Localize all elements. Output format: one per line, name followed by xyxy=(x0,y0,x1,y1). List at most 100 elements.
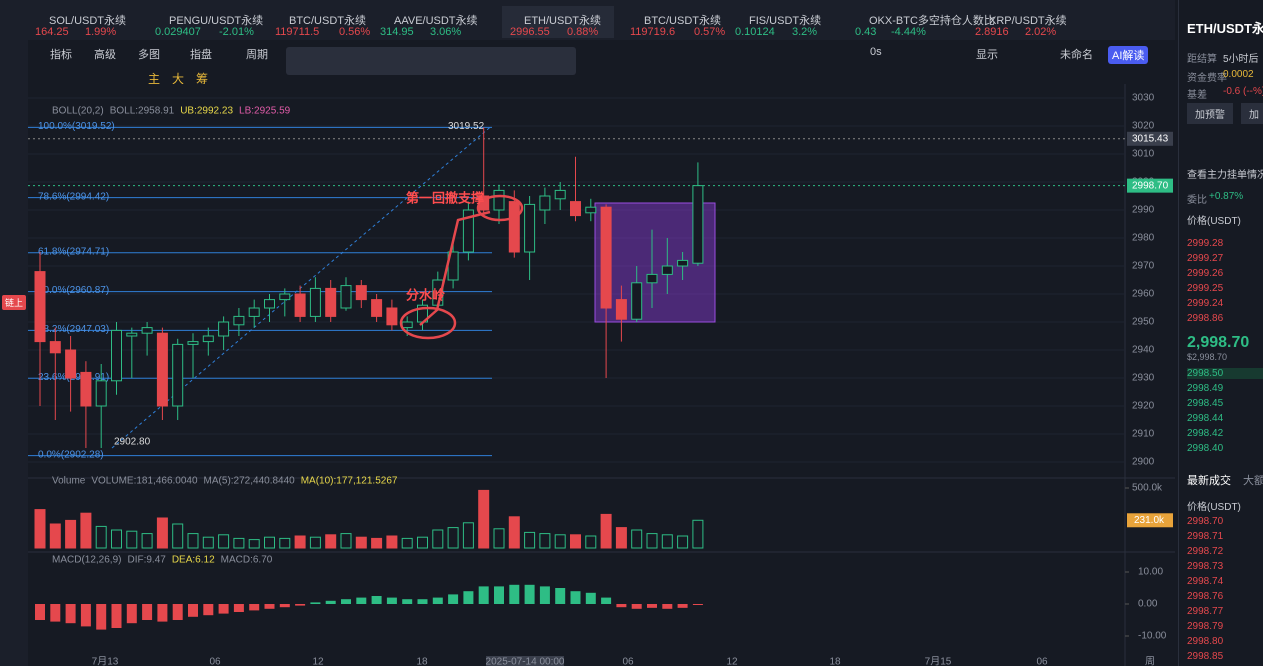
volume-bar xyxy=(156,517,168,549)
tab-name[interactable]: BTC/USDT永续 xyxy=(644,15,721,27)
volume-bar xyxy=(692,519,704,549)
trade-tab[interactable]: 最新成交 xyxy=(1187,475,1231,487)
volume-bar xyxy=(386,535,398,549)
vol-box xyxy=(1127,513,1173,528)
mode[interactable]: 主 xyxy=(148,72,161,86)
tab-price: 0.029407 xyxy=(155,26,201,38)
macd-bar xyxy=(142,604,153,620)
toolbar-item[interactable]: 周期 xyxy=(246,49,268,61)
indicator-label: BOLL:2958.91 xyxy=(110,106,175,117)
candle-body xyxy=(80,371,92,407)
volume-bar xyxy=(493,528,505,549)
mode[interactable]: 大 xyxy=(172,72,185,86)
volume-bar xyxy=(646,533,658,549)
volume-bar xyxy=(355,536,367,549)
volume-bar xyxy=(325,534,337,549)
macd-bar xyxy=(50,604,61,622)
y-tick-label: 2980 xyxy=(1132,233,1155,244)
bid: 2998.42 xyxy=(1187,428,1224,439)
y-tick-label: 2950 xyxy=(1132,317,1155,328)
indicator-label: DEA:6.12 xyxy=(172,555,215,566)
y-tick-label: 3010 xyxy=(1132,149,1155,160)
mode[interactable]: 筹 xyxy=(196,72,209,86)
x-tick-label: 2025-07-14 00:00 xyxy=(486,657,565,666)
fib-label: 78.6%(2994.42) xyxy=(38,191,109,202)
tab-name[interactable]: OKX-BTC多空持仓人数比 xyxy=(869,15,995,27)
y-tick-label: 2930 xyxy=(1132,373,1155,384)
candle-body xyxy=(677,259,689,267)
vol-current: 231.0k xyxy=(1134,515,1165,526)
toolbar-item[interactable]: AI解读 xyxy=(1108,46,1149,64)
tab-name[interactable]: ETH/USDT永续 xyxy=(524,15,601,27)
toolbar-item[interactable]: 显示 xyxy=(976,49,998,61)
fib-label: 0.0%(2902.28) xyxy=(38,449,104,460)
macd-bar xyxy=(325,600,336,604)
candle-body xyxy=(615,299,627,320)
candle-body xyxy=(355,285,367,301)
tab-name[interactable]: FIS/USDT永续 xyxy=(749,15,822,27)
y-tick-label: 2940 xyxy=(1132,345,1155,356)
tab-name[interactable]: PENGU/USDT永续 xyxy=(169,15,264,27)
tab-name[interactable]: SOL/USDT永续 xyxy=(49,15,127,27)
volume-bar xyxy=(401,537,413,549)
volume-bar xyxy=(462,522,474,549)
tab-price: 0.10124 xyxy=(735,26,775,38)
tab-bar: SOL/USDT永续 164.25 1.99% PENGU/USDT永续 0.02940… xyxy=(0,0,1175,40)
macd-bar xyxy=(585,592,596,604)
candle-body xyxy=(462,209,474,253)
button[interactable]: 加 xyxy=(1241,103,1263,124)
macd-bar xyxy=(218,604,229,614)
toolbar-item[interactable]: 指标 xyxy=(50,49,72,61)
volume-bar xyxy=(233,537,245,549)
toolbar-item[interactable]: 高级 xyxy=(94,49,116,61)
candle-body xyxy=(95,380,107,407)
volume-bar xyxy=(554,534,566,549)
macd-bar xyxy=(662,604,673,609)
macd-bar xyxy=(677,604,688,608)
volume-bar xyxy=(417,536,428,549)
ask: 2998.86 xyxy=(1187,313,1224,324)
tab-price: 119719.6 xyxy=(630,26,676,38)
candle-body xyxy=(646,273,658,284)
tab-price: 2996.55 xyxy=(510,26,550,38)
candle-body xyxy=(156,332,168,407)
candle-body xyxy=(294,293,306,317)
toolbar-item[interactable]: 多图 xyxy=(138,49,160,61)
toolbar-item[interactable]: 未命名 xyxy=(1060,49,1093,61)
v-tick-label: 500.0k xyxy=(1132,483,1163,494)
macd-bar xyxy=(386,597,397,604)
volume-bar xyxy=(371,537,383,549)
button[interactable]: 加预警 xyxy=(1187,103,1233,124)
tab-price: 2.8916 xyxy=(975,26,1009,38)
volume-bar xyxy=(34,509,46,549)
macd-bar xyxy=(356,597,367,604)
tab-change: 0.88% xyxy=(567,26,599,38)
macd-bar xyxy=(371,596,382,604)
indicator-label: VOLUME:181,466.0040 xyxy=(91,476,198,487)
badge[interactable]: 链上 xyxy=(2,295,27,310)
tab-name[interactable]: XRP/USDT永续 xyxy=(989,15,1067,27)
tab-name[interactable]: AAVE/USDT永续 xyxy=(394,15,478,27)
toolbar-item[interactable]: 0s xyxy=(870,46,882,58)
toolbar-item[interactable]: 指盘 xyxy=(190,49,212,61)
low-label: 2902.80 xyxy=(114,437,151,448)
volume-bar xyxy=(524,531,536,549)
macd-bar xyxy=(570,591,581,604)
trade: 2998.72 xyxy=(1187,546,1224,557)
macd-bar xyxy=(539,586,550,604)
indicator-label: MACD:6.70 xyxy=(221,555,273,566)
candle-body xyxy=(126,332,138,337)
trade-tab[interactable]: 大额 xyxy=(1243,475,1263,487)
volume-bar xyxy=(65,519,77,549)
candle-body xyxy=(570,201,581,217)
candle-body xyxy=(600,206,612,309)
indicator-label: UB:2992.23 xyxy=(180,106,233,117)
ask: 2999.26 xyxy=(1187,268,1224,279)
header: 价格(USDT) xyxy=(1187,216,1241,227)
macd-bar xyxy=(432,597,443,604)
macd-bar xyxy=(172,604,183,620)
volume-bar xyxy=(202,536,214,549)
tab-name[interactable]: BTC/USDT永续 xyxy=(289,15,366,27)
active-tab[interactable] xyxy=(502,6,614,38)
draw-toolbar xyxy=(286,47,576,75)
